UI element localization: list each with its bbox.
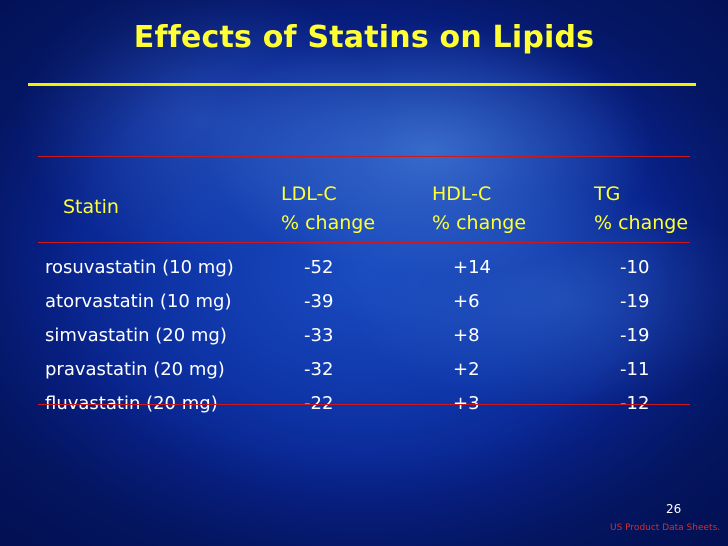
header-ldl-line2: % change: [281, 212, 376, 234]
row-hdl-value: +8: [453, 325, 480, 346]
row-name: pravastatin (20 mg): [45, 359, 225, 380]
table-bottom-rule: [38, 404, 690, 405]
row-name: fluvastatin (20 mg): [45, 393, 218, 414]
header-tg-line2: % change: [594, 212, 689, 234]
header-hdl: HDL-C % change: [432, 180, 526, 238]
row-tg-value: -19: [620, 291, 650, 312]
header-tg-line1: TG: [594, 183, 621, 205]
row-name: simvastatin (20 mg): [45, 325, 227, 346]
row-ldl-value: -33: [304, 325, 334, 346]
row-hdl-value: +3: [453, 393, 480, 414]
row-hdl-value: +2: [453, 359, 480, 380]
header-ldl: LDL-C % change: [281, 180, 375, 238]
row-ldl-value: -32: [304, 359, 334, 380]
slide-title: Effects of Statins on Lipids: [133, 20, 595, 55]
header-tg: TG % change: [594, 180, 688, 238]
row-tg-value: -12: [620, 393, 650, 414]
row-tg-value: -19: [620, 325, 650, 346]
row-name: rosuvastatin (10 mg): [45, 257, 234, 278]
row-tg-value: -11: [620, 359, 650, 380]
header-hdl-line1: HDL-C: [432, 183, 492, 205]
row-ldl-value: -52: [304, 257, 334, 278]
header-statin: Statin: [63, 196, 119, 218]
table-top-rule: [38, 156, 690, 157]
header-hdl-line2: % change: [432, 212, 527, 234]
row-hdl-value: +14: [453, 257, 491, 278]
row-hdl-value: +6: [453, 291, 480, 312]
page-number: 26: [666, 502, 682, 516]
source-citation: US Product Data Sheets.: [610, 523, 721, 533]
title-underline: [28, 83, 696, 86]
row-ldl-value: -39: [304, 291, 334, 312]
row-ldl-value: -22: [304, 393, 334, 414]
row-tg-value: -10: [620, 257, 650, 278]
header-ldl-line1: LDL-C: [281, 183, 337, 205]
table-header-rule: [38, 242, 690, 243]
row-name: atorvastatin (10 mg): [45, 291, 232, 312]
